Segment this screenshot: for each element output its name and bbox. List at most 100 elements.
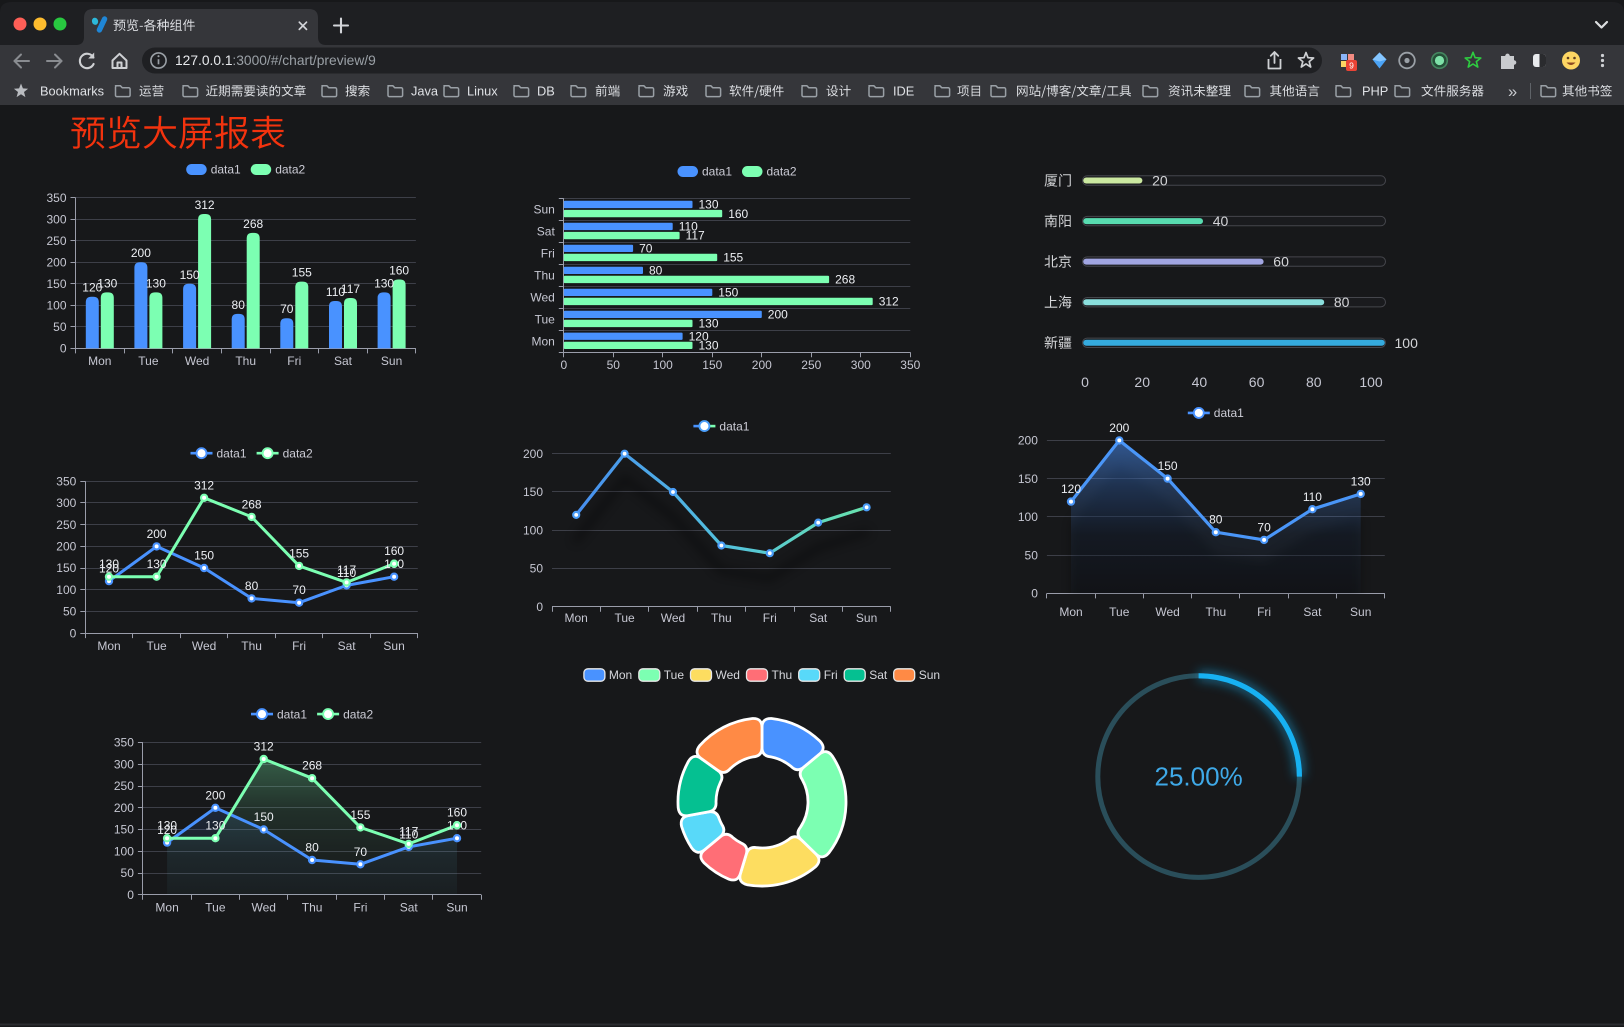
svg-text:50: 50 [607, 358, 621, 372]
svg-text:Wed: Wed [192, 639, 216, 653]
svg-text:Mon: Mon [88, 354, 111, 368]
svg-text:Mon: Mon [609, 668, 632, 682]
svg-text:312: 312 [254, 740, 274, 754]
svg-text:120: 120 [99, 562, 119, 576]
svg-text:117: 117 [399, 824, 418, 838]
svg-text:0: 0 [127, 888, 134, 902]
svg-text:117: 117 [686, 229, 705, 243]
svg-text:200: 200 [1018, 434, 1038, 448]
svg-text:Bookmarks: Bookmarks [40, 84, 104, 99]
svg-text:300: 300 [114, 758, 134, 772]
svg-text:100: 100 [46, 299, 66, 313]
svg-text:100: 100 [1395, 335, 1419, 351]
svg-text:Tue: Tue [205, 901, 226, 915]
svg-text:Tue: Tue [146, 639, 167, 653]
svg-text:150: 150 [523, 485, 543, 499]
svg-text:130: 130 [97, 276, 117, 290]
svg-text:PHP: PHP [1362, 84, 1388, 99]
svg-text:350: 350 [114, 736, 134, 750]
svg-text:250: 250 [56, 518, 76, 532]
svg-text:Sun: Sun [919, 668, 940, 682]
svg-text:155: 155 [350, 808, 370, 822]
svg-text:Fri: Fri [541, 247, 555, 261]
svg-text:110: 110 [1303, 490, 1322, 504]
svg-text:200: 200 [56, 540, 76, 554]
svg-text:Tue: Tue [535, 313, 556, 327]
svg-text:150: 150 [718, 286, 738, 300]
svg-text:110: 110 [679, 220, 698, 234]
svg-text:110: 110 [399, 827, 418, 841]
svg-text:80: 80 [245, 579, 259, 593]
svg-text:300: 300 [56, 496, 76, 510]
svg-text:130: 130 [1351, 474, 1371, 488]
svg-text:Wed: Wed [185, 354, 209, 368]
svg-text:0: 0 [536, 600, 543, 614]
svg-text:Wed: Wed [251, 901, 275, 915]
svg-text:150: 150 [194, 549, 214, 563]
svg-text:»: » [1508, 83, 1517, 101]
svg-text:Mon: Mon [565, 611, 588, 625]
svg-text:Sat: Sat [400, 901, 419, 915]
svg-text:200: 200 [1109, 421, 1129, 435]
svg-text:DB: DB [537, 84, 555, 99]
svg-text:data1: data1 [719, 419, 749, 433]
svg-text:Fri: Fri [824, 668, 838, 682]
svg-text:150: 150 [1158, 459, 1178, 473]
svg-text:Thu: Thu [235, 354, 256, 368]
svg-text:155: 155 [292, 266, 312, 280]
svg-text:150: 150 [46, 277, 66, 291]
svg-text:40: 40 [1213, 213, 1229, 229]
svg-text:350: 350 [46, 191, 66, 205]
svg-text:150: 150 [114, 823, 134, 837]
svg-text:Sun: Sun [446, 901, 467, 915]
svg-text:Thu: Thu [302, 901, 323, 915]
svg-text:160: 160 [447, 806, 467, 820]
svg-text:70: 70 [292, 583, 306, 597]
svg-text:268: 268 [243, 217, 263, 231]
svg-text:Tue: Tue [614, 611, 635, 625]
svg-text:Fri: Fri [353, 901, 367, 915]
svg-text:Wed: Wed [716, 668, 740, 682]
svg-text:Java: Java [411, 84, 439, 99]
svg-text:Fri: Fri [292, 639, 306, 653]
svg-text:117: 117 [341, 282, 360, 296]
svg-text:Tue: Tue [1109, 605, 1130, 619]
svg-text:312: 312 [879, 295, 899, 309]
svg-text:160: 160 [384, 544, 404, 558]
svg-text:150: 150 [56, 561, 76, 575]
svg-text:Wed: Wed [1155, 605, 1179, 619]
svg-text:250: 250 [801, 358, 821, 372]
svg-text:312: 312 [195, 198, 215, 212]
svg-text:200: 200 [131, 246, 151, 260]
svg-text:150: 150 [254, 810, 274, 824]
svg-text:Tue: Tue [664, 668, 685, 682]
svg-text:127.0.0.1: 127.0.0.1 [175, 53, 233, 68]
svg-text:130: 130 [205, 819, 225, 833]
svg-text:Mon: Mon [1059, 605, 1082, 619]
svg-text:Mon: Mon [155, 901, 178, 915]
svg-text:0: 0 [1031, 587, 1038, 601]
svg-text:Thu: Thu [711, 611, 732, 625]
svg-text:70: 70 [639, 242, 653, 256]
svg-text:Sun: Sun [1350, 605, 1371, 619]
svg-text:Wed: Wed [530, 291, 554, 305]
svg-text:130: 130 [157, 819, 177, 833]
svg-text:Sun: Sun [383, 639, 404, 653]
svg-text:IDE: IDE [893, 84, 914, 99]
svg-text:160: 160 [389, 264, 409, 278]
svg-text:0: 0 [560, 358, 567, 372]
svg-text:Linux: Linux [467, 84, 498, 99]
svg-text:130: 130 [147, 557, 167, 571]
svg-text:70: 70 [1257, 520, 1271, 534]
svg-text:80: 80 [305, 841, 319, 855]
svg-text:268: 268 [835, 273, 855, 287]
svg-text:data1: data1 [211, 163, 241, 177]
svg-text:9: 9 [1349, 61, 1354, 71]
svg-text:60: 60 [1273, 254, 1289, 270]
svg-text:130: 130 [699, 198, 719, 212]
svg-text:Sat: Sat [809, 611, 828, 625]
svg-text:Sun: Sun [381, 354, 402, 368]
svg-text:data1: data1 [277, 707, 307, 721]
svg-text:120: 120 [1061, 482, 1081, 496]
svg-text:150: 150 [180, 268, 200, 282]
